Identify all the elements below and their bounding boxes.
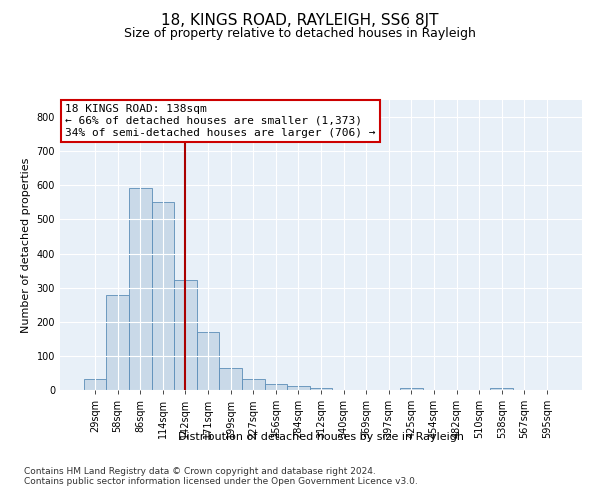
Bar [287, 386, 310, 390]
Bar [174, 280, 197, 390]
Bar [400, 388, 422, 390]
Bar [220, 368, 242, 390]
Bar [106, 295, 129, 390]
Text: 18, KINGS ROAD, RAYLEIGH, SS6 8JT: 18, KINGS ROAD, RAYLEIGH, SS6 8JT [161, 12, 439, 28]
Bar [265, 384, 287, 390]
Bar [84, 378, 106, 390]
Text: Distribution of detached houses by size in Rayleigh: Distribution of detached houses by size … [178, 432, 464, 442]
Bar [129, 188, 152, 390]
Text: Contains HM Land Registry data © Crown copyright and database right 2024.: Contains HM Land Registry data © Crown c… [24, 468, 376, 476]
Text: Size of property relative to detached houses in Rayleigh: Size of property relative to detached ho… [124, 28, 476, 40]
Text: 18 KINGS ROAD: 138sqm
← 66% of detached houses are smaller (1,373)
34% of semi-d: 18 KINGS ROAD: 138sqm ← 66% of detached … [65, 104, 376, 138]
Bar [310, 388, 332, 390]
Bar [197, 332, 220, 390]
Bar [490, 388, 513, 390]
Bar [242, 378, 265, 390]
Bar [152, 202, 174, 390]
Text: Contains public sector information licensed under the Open Government Licence v3: Contains public sector information licen… [24, 478, 418, 486]
Y-axis label: Number of detached properties: Number of detached properties [21, 158, 31, 332]
